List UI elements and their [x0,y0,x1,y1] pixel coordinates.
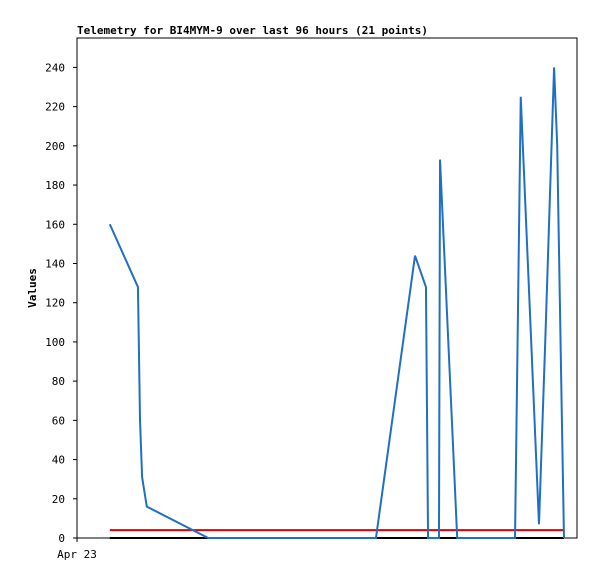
y-axis-label: Values [26,268,39,308]
y-tick-label: 120 [45,297,65,310]
series-line [108,67,565,539]
y-tick-label: 240 [45,61,65,74]
x-tick-label: Apr 23 [57,548,97,561]
y-tick-label: 0 [58,532,65,545]
y-tick-label: 180 [45,179,65,192]
y-tick-label: 60 [52,414,65,427]
y-tick-label: 20 [52,493,65,506]
y-tick-label: 200 [45,140,65,153]
y-tick-label: 220 [45,101,65,114]
y-tick-label: 140 [45,257,65,270]
chart-title: Telemetry for BI4MYM-9 over last 96 hour… [77,24,428,37]
y-tick-label: 80 [52,375,65,388]
y-tick-label: 160 [45,218,65,231]
y-tick-label: 40 [52,454,65,467]
y-tick-label: 100 [45,336,65,349]
